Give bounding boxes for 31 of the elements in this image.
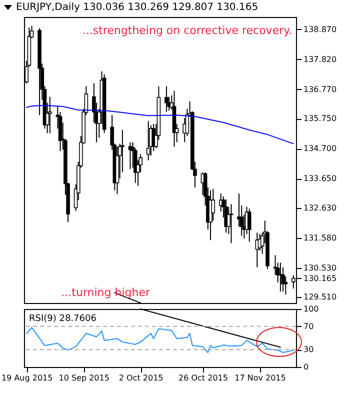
x-tick-label: 10 Sep 2015 [58, 374, 110, 382]
annotation: RSI(9) 28.7606 [29, 314, 97, 324]
line-series [26, 327, 294, 353]
candlestick [164, 86, 168, 112]
y-tick-label: 70 [304, 322, 314, 331]
x-tick-label: 26 Oct 2015 [178, 374, 228, 382]
y-tick-label: 133.650 [304, 174, 337, 184]
y-tick-label: 136.770 [304, 84, 337, 94]
y-tick-label: 130.530 [304, 263, 337, 272]
y-tick-label: 130.165 [304, 274, 337, 283]
y-tick-label: 100 [304, 304, 319, 314]
x-tick-label: 17 Nov 2015 [234, 374, 286, 382]
annotation: ...turning higher [61, 286, 150, 299]
candlestick [146, 120, 150, 161]
y-tick-label: 137.820 [304, 54, 337, 64]
line-series [26, 104, 294, 144]
x-tick-label: 19 Aug 2015 [1, 374, 53, 382]
y-tick-label: 129.510 [304, 292, 337, 302]
x-tick-label: 2 Oct 2015 [118, 374, 164, 382]
chart-title: EURJPY,Daily 130.036 130.269 129.807 130.165 [16, 2, 258, 13]
annotation: ...strengtheing on corrective recovery. [82, 24, 292, 37]
y-tick-label: 134.700 [304, 144, 337, 154]
y-tick-label: 135.750 [304, 114, 337, 124]
y-tick-label: 0 [304, 362, 309, 372]
y-tick-label: 138.870 [304, 24, 337, 34]
y-tick-label: 132.630 [304, 203, 337, 212]
y-tick-label: 30 [304, 345, 314, 354]
candlestick [247, 208, 252, 242]
y-tick-label: 131.580 [304, 233, 337, 242]
candlestick [281, 266, 285, 292]
candlestick [278, 262, 282, 292]
